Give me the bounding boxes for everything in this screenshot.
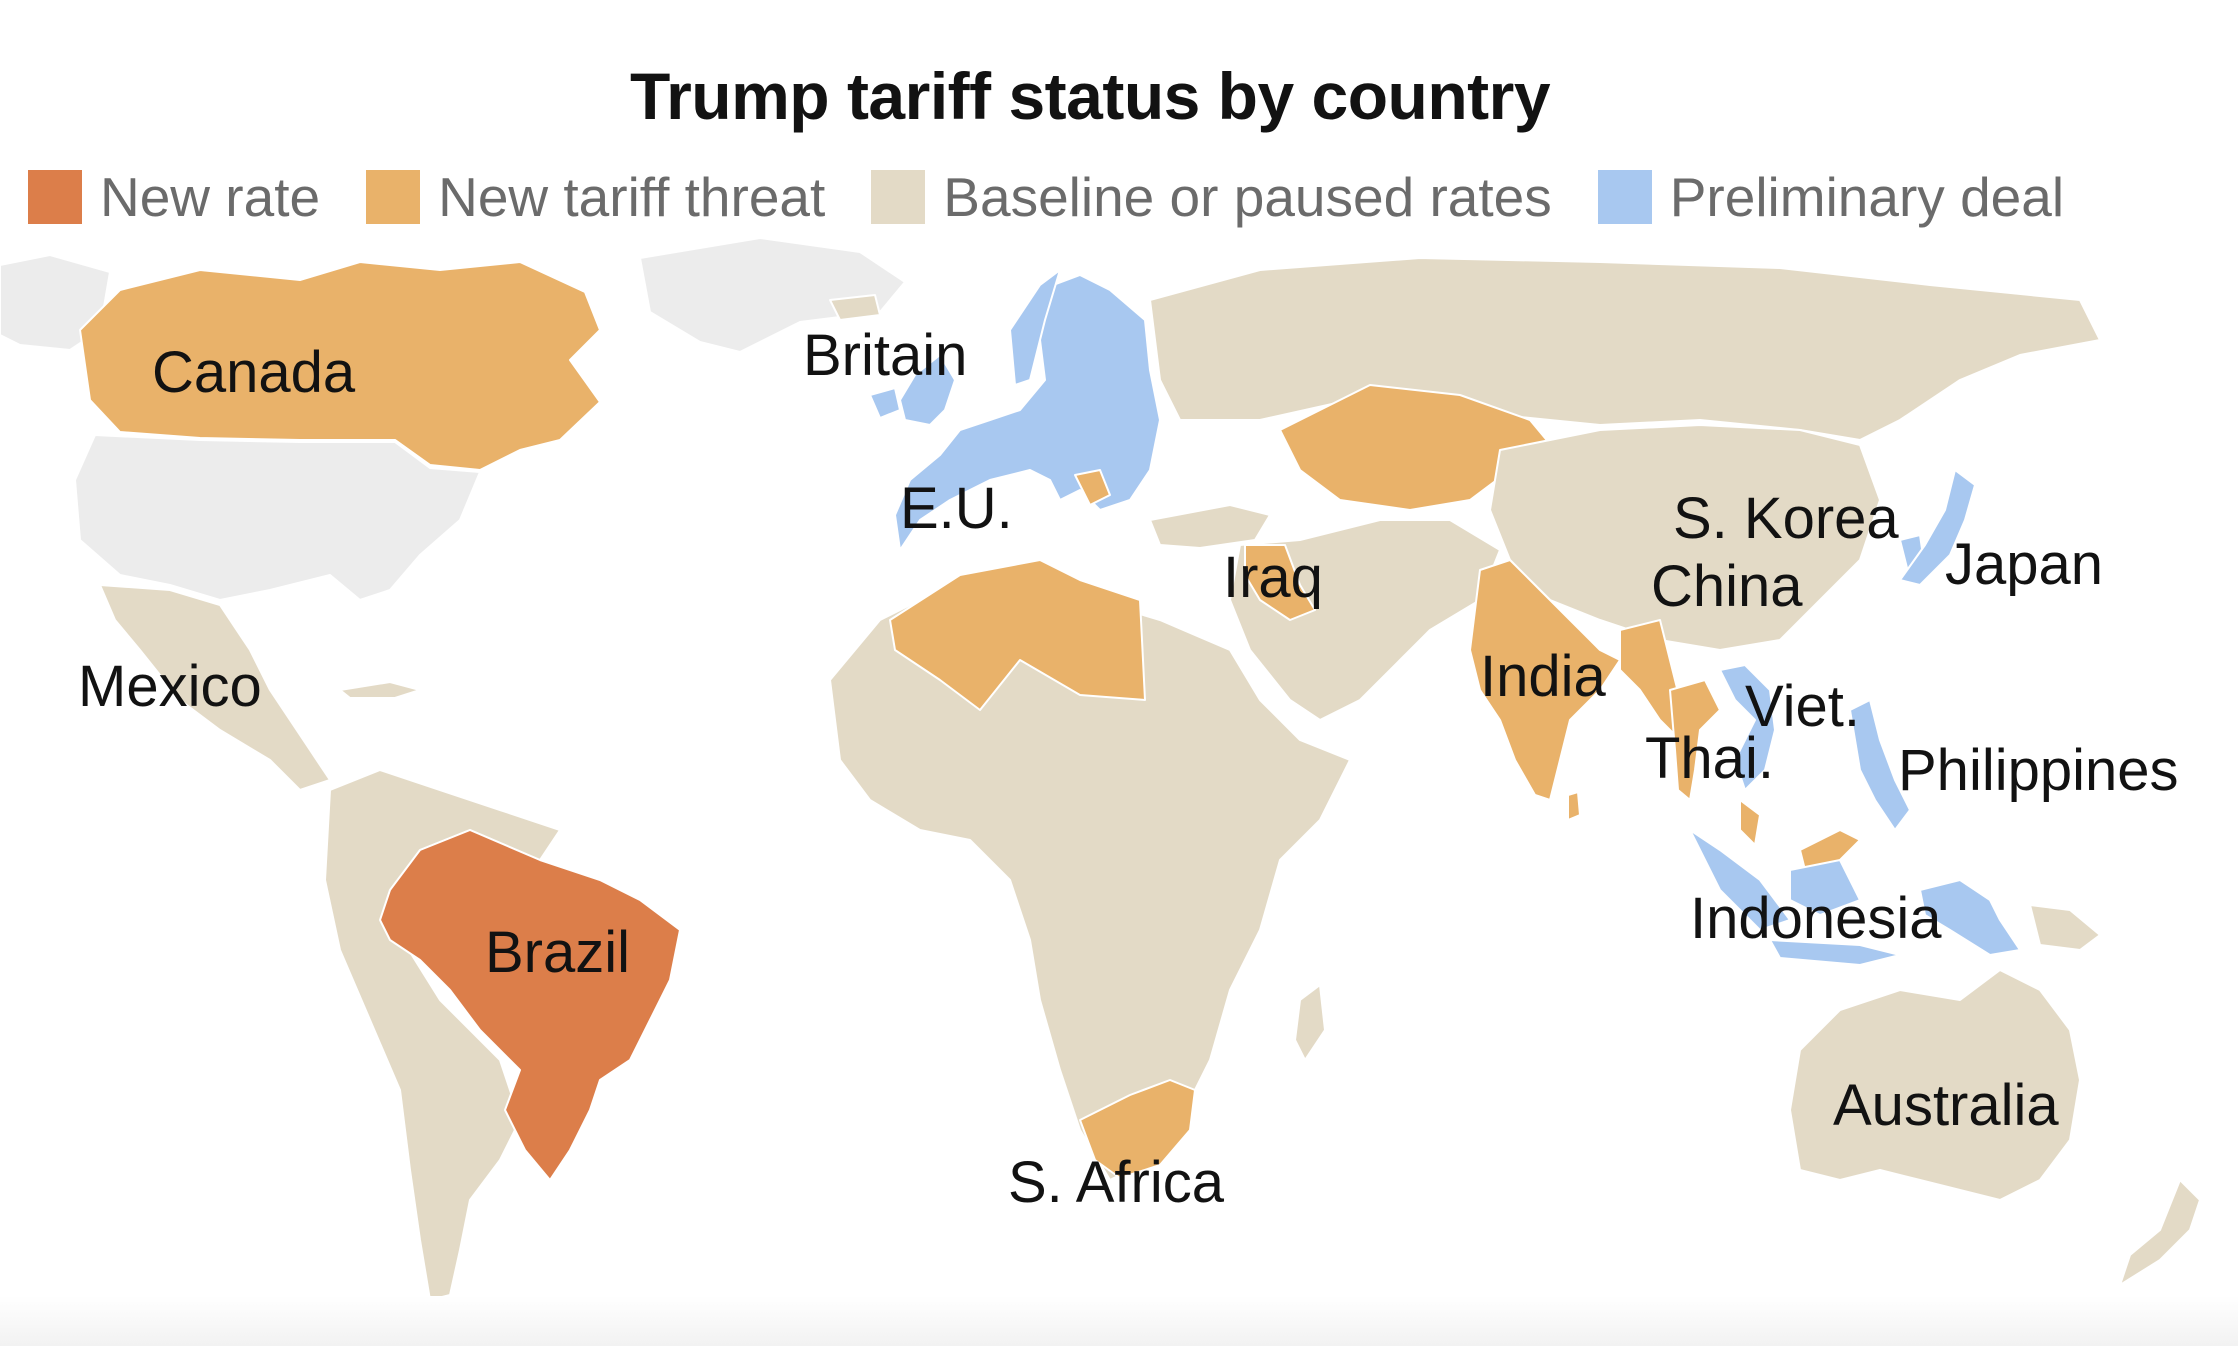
label-vietnam: Viet.	[1745, 674, 1860, 739]
region-indonesia[interactable]	[1689, 829, 2021, 966]
legend-swatch-preliminary-deal	[1597, 170, 1652, 224]
legend-item-baseline: Baseline or paused rates	[871, 165, 1552, 229]
region-balkans	[1074, 469, 1111, 506]
label-japan: Japan	[1945, 532, 2103, 597]
region-russia	[1149, 257, 2101, 441]
legend-label-new-rate: New rate	[100, 166, 321, 228]
label-brazil: Brazil	[485, 920, 630, 985]
label-china: China	[1651, 554, 1803, 619]
legend-item-new-rate: New rate	[28, 165, 320, 229]
region-madagascar	[1294, 984, 1326, 1061]
region-caribbean	[339, 681, 421, 699]
region-britain[interactable]	[899, 354, 956, 426]
label-indonesia: Indonesia	[1690, 886, 1942, 951]
label-australia: Australia	[1833, 1073, 2059, 1138]
legend-item-new-tariff-threat: New tariff threat	[366, 165, 825, 229]
region-norway	[1009, 269, 1061, 386]
label-india: India	[1480, 644, 1607, 709]
label-thailand: Thai.	[1645, 726, 1774, 791]
region-india[interactable]	[1469, 559, 1621, 801]
region-mexico[interactable]	[99, 584, 331, 791]
label-canada: Canada	[152, 340, 356, 405]
label-philippines: Philippines	[1898, 738, 2179, 803]
legend-label-new-tariff-threat: New tariff threat	[438, 166, 826, 228]
region-new-zealand	[2119, 1179, 2201, 1286]
bottom-fade	[0, 1296, 2238, 1346]
region-middle-east	[1229, 519, 1501, 721]
legend: New rate New tariff threat Baseline or p…	[28, 165, 2110, 229]
legend-swatch-new-tariff-threat	[366, 170, 421, 224]
region-united-states	[74, 434, 481, 601]
label-iraq: Iraq	[1223, 545, 1323, 610]
map-title: Trump tariff status by country	[629, 59, 1551, 133]
region-south-africa[interactable]	[1079, 1079, 1196, 1179]
region-papua-new-guinea	[2029, 904, 2101, 951]
legend-item-preliminary-deal: Preliminary deal	[1597, 165, 2065, 229]
legend-swatch-baseline	[871, 170, 926, 224]
region-sri-lanka	[1567, 791, 1581, 821]
label-britain: Britain	[803, 323, 967, 388]
label-south-africa: S. Africa	[1008, 1150, 1225, 1215]
region-australia[interactable]	[1789, 969, 2081, 1201]
region-brazil[interactable]	[379, 829, 681, 1181]
label-mexico: Mexico	[78, 654, 262, 719]
region-north-africa-threat	[889, 559, 1146, 711]
region-iceland	[829, 294, 881, 321]
region-philippines[interactable]	[1849, 699, 1911, 831]
region-thailand[interactable]	[1669, 679, 1721, 801]
region-canada[interactable]	[79, 261, 601, 471]
region-vietnam[interactable]	[1719, 664, 1776, 791]
legend-label-baseline: Baseline or paused rates	[943, 166, 1552, 228]
region-malaysia	[1739, 799, 1861, 871]
legend-label-preliminary-deal: Preliminary deal	[1669, 166, 2065, 228]
region-iraq[interactable]	[1244, 544, 1316, 621]
region-turkey	[1149, 504, 1271, 549]
region-ireland	[869, 387, 901, 419]
label-eu: E.U.	[900, 476, 1013, 541]
region-japan[interactable]	[1899, 469, 1976, 586]
legend-swatch-new-rate	[28, 170, 82, 224]
region-south-america	[324, 769, 561, 1301]
label-south-korea: S. Korea	[1673, 486, 1899, 551]
region-africa	[829, 579, 1351, 1181]
